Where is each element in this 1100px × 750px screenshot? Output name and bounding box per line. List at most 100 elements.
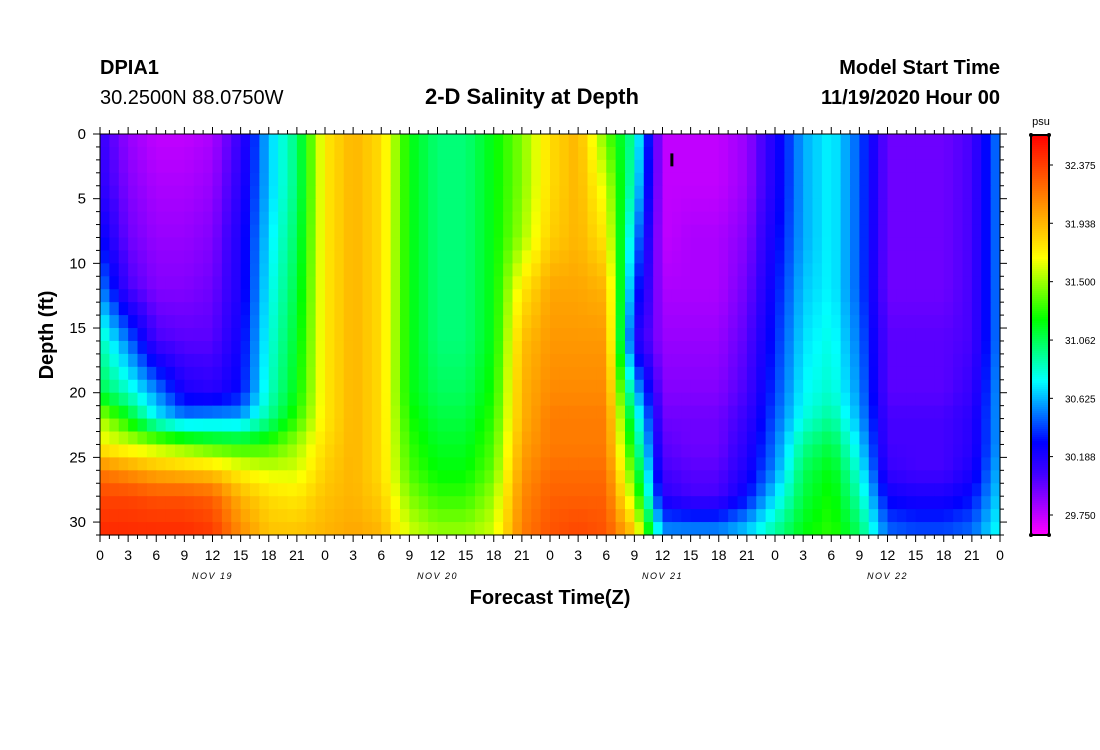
heatmap-cell bbox=[259, 159, 270, 174]
heatmap-cell bbox=[812, 276, 823, 290]
heatmap-cell bbox=[343, 198, 354, 213]
heatmap-cell bbox=[418, 379, 429, 394]
heatmap-cell bbox=[765, 263, 776, 277]
heatmap-cell bbox=[681, 509, 692, 523]
heatmap-cell bbox=[268, 146, 279, 161]
heatmap-cell bbox=[231, 328, 242, 342]
colorbar-segment bbox=[1031, 495, 1049, 498]
heatmap-cell bbox=[334, 185, 345, 200]
heatmap-cell bbox=[578, 315, 589, 329]
heatmap-cell bbox=[737, 379, 748, 394]
heatmap-cell bbox=[446, 315, 457, 329]
heatmap-cell bbox=[615, 483, 626, 497]
heatmap-cell bbox=[315, 496, 326, 510]
heatmap-cell bbox=[793, 315, 804, 329]
heatmap-cell bbox=[128, 134, 139, 148]
heatmap-cell bbox=[221, 522, 232, 536]
heatmap-cell bbox=[653, 250, 664, 264]
colorbar-segment bbox=[1031, 515, 1049, 518]
heatmap-cell bbox=[934, 289, 945, 303]
heatmap-cell bbox=[362, 198, 373, 213]
heatmap-cell bbox=[821, 328, 832, 342]
heatmap-cell bbox=[531, 457, 542, 471]
heatmap-cell bbox=[371, 185, 382, 200]
heatmap-cell bbox=[878, 392, 889, 407]
heatmap-cell bbox=[756, 379, 767, 394]
heatmap-cell bbox=[700, 250, 710, 264]
heatmap-cell bbox=[559, 302, 570, 316]
heatmap-cell bbox=[400, 340, 410, 355]
heatmap-cell bbox=[146, 237, 157, 252]
heatmap-cell bbox=[390, 418, 401, 433]
heatmap-cell bbox=[193, 470, 204, 484]
heatmap-cell bbox=[306, 522, 317, 536]
heatmap-cell bbox=[550, 470, 560, 484]
heatmap-cell bbox=[100, 159, 110, 174]
heatmap-cell bbox=[146, 146, 157, 161]
heatmap-cell bbox=[671, 224, 682, 239]
heatmap-cell bbox=[231, 185, 242, 200]
heatmap-cell bbox=[503, 250, 514, 264]
heatmap-cell bbox=[784, 159, 795, 174]
heatmap-cell bbox=[184, 483, 195, 497]
heatmap-cell bbox=[531, 496, 542, 510]
heatmap-cell bbox=[456, 470, 467, 484]
heatmap-cell bbox=[287, 457, 298, 471]
heatmap-cell bbox=[175, 198, 185, 213]
heatmap-cell bbox=[231, 457, 242, 471]
heatmap-cell bbox=[643, 224, 654, 239]
heatmap-cell bbox=[437, 392, 448, 407]
heatmap-cell bbox=[503, 159, 514, 174]
heatmap-cell bbox=[296, 470, 307, 484]
heatmap-cell bbox=[971, 224, 982, 239]
heatmap-cell bbox=[971, 405, 982, 420]
heatmap-cell bbox=[128, 263, 139, 277]
heatmap-cell bbox=[146, 457, 157, 471]
heatmap-cell bbox=[184, 315, 195, 329]
heatmap-cell bbox=[812, 353, 823, 368]
heatmap-cell bbox=[259, 431, 270, 446]
heatmap-cell bbox=[840, 159, 851, 174]
heatmap-cell bbox=[465, 457, 476, 471]
heatmap-cell bbox=[156, 457, 167, 471]
heatmap-cell bbox=[287, 522, 298, 536]
heatmap-cell bbox=[625, 483, 635, 497]
heatmap-cell bbox=[371, 509, 382, 523]
heatmap-cell bbox=[700, 470, 710, 484]
heatmap-cell bbox=[681, 496, 692, 510]
heatmap-cell bbox=[821, 250, 832, 264]
heatmap-cell bbox=[662, 418, 673, 433]
heatmap-cell bbox=[118, 522, 129, 536]
heatmap-cell bbox=[587, 159, 598, 174]
heatmap-cell bbox=[484, 340, 495, 355]
heatmap-cell bbox=[390, 470, 401, 484]
heatmap-cell bbox=[362, 340, 373, 355]
heatmap-cell bbox=[306, 366, 317, 381]
heatmap-cell bbox=[146, 198, 157, 213]
heatmap-cell bbox=[343, 134, 354, 148]
heatmap-cell bbox=[868, 483, 879, 497]
heatmap-cell bbox=[971, 509, 982, 523]
heatmap-cell bbox=[521, 509, 532, 523]
heatmap-cell bbox=[400, 431, 410, 446]
colorbar-segment bbox=[1031, 267, 1049, 270]
heatmap-cell bbox=[343, 315, 354, 329]
heatmap-cell bbox=[803, 289, 814, 303]
heatmap-cell bbox=[137, 263, 148, 277]
heatmap-cell bbox=[925, 379, 935, 394]
heatmap-cell bbox=[240, 431, 251, 446]
heatmap-cell bbox=[962, 185, 973, 200]
heatmap-cell bbox=[887, 315, 898, 329]
heatmap-cell bbox=[493, 366, 504, 381]
heatmap-cell bbox=[681, 250, 692, 264]
heatmap-cell bbox=[850, 496, 860, 510]
heatmap-cell bbox=[550, 328, 560, 342]
heatmap-cell bbox=[465, 431, 476, 446]
heatmap-cell bbox=[409, 211, 420, 226]
heatmap-cell bbox=[521, 302, 532, 316]
heatmap-cell bbox=[184, 444, 195, 458]
heatmap-cell bbox=[671, 289, 682, 303]
heatmap-cell bbox=[390, 134, 401, 148]
heatmap-cell bbox=[100, 405, 110, 420]
